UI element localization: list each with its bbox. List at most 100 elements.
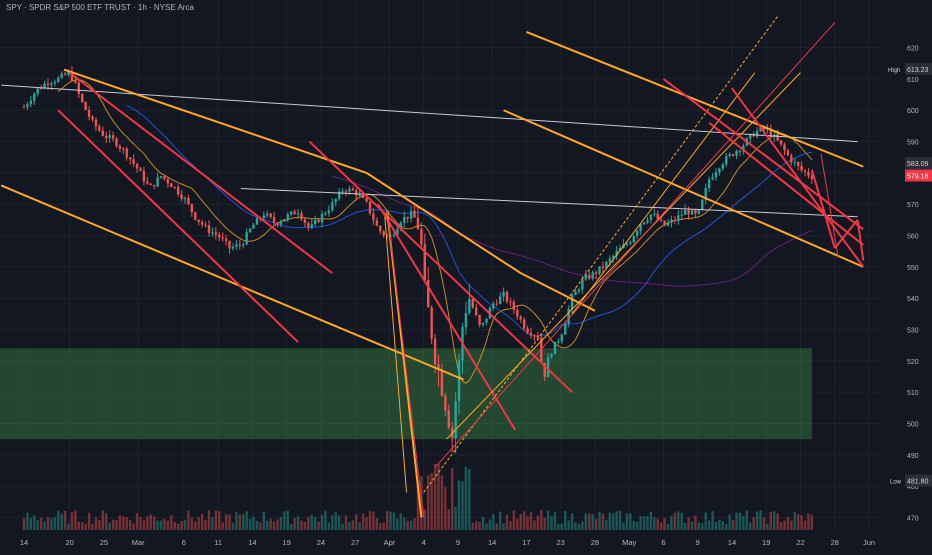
candle-body	[190, 203, 194, 213]
candle-body	[235, 244, 238, 247]
volume-bar	[485, 523, 488, 530]
candle-body	[516, 309, 519, 317]
volume-bar	[584, 513, 588, 530]
volume-bar	[755, 511, 759, 530]
time-tick-label: 28	[591, 538, 599, 547]
countdown-price-tag: 579.16	[907, 174, 929, 181]
countdown-price-tag-bg	[905, 169, 932, 182]
candle-body	[317, 219, 320, 223]
candle-body	[105, 135, 108, 139]
candle-body	[526, 328, 529, 333]
candle-body	[375, 220, 379, 226]
volume-bar	[437, 464, 440, 530]
volume-bar	[779, 521, 783, 530]
white-trendline	[240, 188, 858, 218]
volume-bar	[550, 515, 553, 530]
candle-body	[70, 71, 74, 81]
candle-body	[115, 138, 118, 147]
candle-body	[385, 235, 389, 237]
price-axis[interactable]: 4704804905005105205305405505605705805906…	[880, 0, 932, 550]
volume-bar	[745, 510, 749, 530]
volume-bar	[495, 523, 498, 530]
volume-bar	[423, 509, 427, 530]
candle-body	[670, 219, 673, 223]
candle-body	[303, 219, 307, 223]
volume-bar	[187, 510, 190, 530]
candle-body	[505, 291, 509, 302]
volume-bar	[536, 515, 540, 530]
volume-bar	[300, 520, 303, 530]
volume-bar	[738, 512, 742, 530]
volume-bar	[749, 522, 752, 530]
volume-bar	[218, 511, 221, 530]
candle-body	[677, 215, 680, 221]
volume-bar	[615, 511, 618, 530]
volume-bar	[46, 517, 50, 530]
volume-bar	[324, 510, 327, 530]
volume-bar	[382, 522, 385, 530]
low-price-tag-bg	[905, 474, 932, 487]
candle-body	[779, 140, 783, 145]
candle-body	[46, 83, 50, 85]
candle-body	[540, 337, 543, 363]
time-tick-label: 14	[488, 538, 496, 547]
candle-body	[735, 151, 738, 156]
candle-body	[457, 360, 461, 402]
candle-body	[60, 73, 63, 78]
candle-body	[635, 230, 639, 237]
price-axis-background	[880, 0, 932, 550]
candle-body	[214, 232, 218, 235]
volume-bar	[135, 513, 139, 530]
orange-channel-line	[366, 172, 522, 274]
volume-bar	[272, 521, 276, 530]
red-steep-line	[386, 210, 425, 518]
volume-bar	[721, 521, 725, 530]
volume-bar	[522, 511, 526, 530]
volume-bar	[516, 518, 519, 530]
volume-bar	[372, 511, 375, 530]
volume-bar	[488, 519, 492, 530]
volume-bar	[33, 515, 36, 530]
candle-body	[413, 210, 416, 218]
volume-bar	[666, 523, 670, 530]
candle-body	[731, 154, 735, 156]
volume-bar	[81, 522, 84, 530]
ma-slow-line	[332, 175, 813, 287]
candle-body	[653, 213, 656, 215]
volume-bar	[769, 512, 772, 530]
candle-body	[324, 213, 327, 215]
orange-channel-line	[63, 68, 367, 174]
volume-bar	[557, 523, 560, 530]
candle-body	[87, 109, 91, 117]
volume-bar	[588, 513, 591, 530]
time-axis[interactable]: 14 20 25 Mar 6 11 14 19 24 27 Apr 4 9 14 17 23 28 May 6 9 14…	[0, 530, 932, 550]
volume-bar	[639, 515, 642, 530]
orange-upper-channel	[526, 30, 864, 168]
volume-bar	[447, 509, 450, 530]
volume-bar	[752, 517, 755, 530]
volume-bar	[337, 515, 341, 530]
volume-bar	[451, 468, 454, 530]
volume-bar	[111, 519, 115, 530]
volume-bar	[248, 519, 252, 530]
candle-body	[286, 214, 289, 220]
candle-body	[57, 77, 60, 82]
volume-bar	[29, 518, 33, 530]
candle-body	[111, 135, 115, 139]
volume-bar	[67, 523, 70, 530]
trendline-drawings[interactable]	[0, 15, 865, 518]
candle-body	[262, 215, 265, 219]
candle-body	[584, 274, 588, 280]
volume-bar	[355, 514, 358, 530]
volume-bar	[642, 516, 646, 530]
candle-body	[485, 318, 488, 323]
candle-body	[283, 219, 286, 222]
candle-body	[738, 150, 742, 152]
volume-bar	[317, 521, 320, 530]
volume-bar	[163, 518, 166, 530]
candle-body	[248, 228, 252, 233]
candle-body	[498, 296, 502, 305]
volume-bar	[152, 516, 156, 530]
